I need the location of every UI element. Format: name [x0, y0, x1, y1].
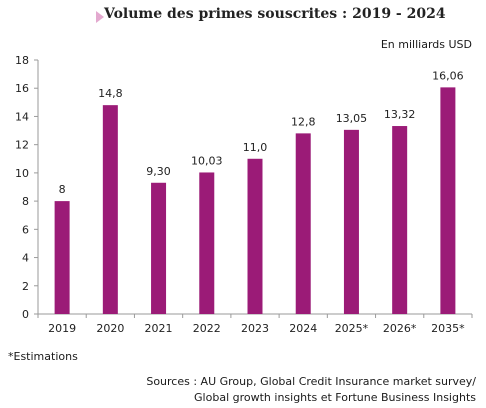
- y-tick-label: 4: [22, 252, 29, 265]
- x-tick-label: 2035*: [431, 322, 465, 335]
- data-label: 12,8: [291, 115, 316, 128]
- sources-line-2: Global growth insights et Fortune Busine…: [194, 391, 476, 404]
- y-tick-label: 0: [22, 308, 29, 321]
- y-tick-label: 10: [15, 167, 29, 180]
- bar: [54, 201, 70, 314]
- bar: [247, 158, 263, 314]
- y-tick-label: 14: [15, 110, 29, 123]
- sources-block: Sources : AU Group, Global Credit Insura…: [146, 374, 476, 406]
- unit-label: En milliards USD: [380, 38, 472, 51]
- data-label: 13,32: [384, 108, 416, 121]
- data-label: 10,03: [191, 154, 223, 167]
- data-label: 8: [59, 183, 66, 196]
- x-tick-label: 2026*: [383, 322, 417, 335]
- data-label: 11,0: [243, 141, 268, 154]
- bar: [102, 105, 118, 315]
- y-tick-label: 18: [15, 54, 29, 67]
- y-tick-label: 8: [22, 195, 29, 208]
- x-tick-label: 2021: [145, 322, 173, 335]
- bar-chart: 0 2 4 6 8 10 12 14 16 18 8 2019 14,8 2020 9,30 2021 10,0…: [15, 54, 473, 335]
- bar: [199, 172, 215, 314]
- data-label: 9,30: [146, 165, 171, 178]
- y-tick-label: 12: [15, 139, 29, 152]
- x-tick-label: 2024: [289, 322, 317, 335]
- bar: [295, 133, 311, 314]
- bar: [343, 129, 359, 314]
- title-marker-icon: [96, 11, 104, 23]
- y-tick-label: 6: [22, 223, 29, 236]
- x-tick-label: 2020: [96, 322, 124, 335]
- x-tick-label: 2022: [193, 322, 221, 335]
- y-tick-label: 16: [15, 82, 29, 95]
- data-label: 14,8: [98, 87, 123, 100]
- x-tick-label: 2025*: [335, 322, 369, 335]
- bar: [151, 182, 167, 314]
- bar: [440, 87, 456, 315]
- data-label: 13,05: [336, 112, 368, 125]
- x-tick-label: 2023: [241, 322, 269, 335]
- bar: [392, 126, 408, 314]
- chart-title: Volume des primes souscrites : 2019 - 20…: [104, 6, 446, 22]
- sources-line-1: Sources : AU Group, Global Credit Insura…: [146, 375, 476, 388]
- data-label: 16,06: [432, 69, 464, 82]
- estimations-note: *Estimations: [8, 350, 78, 363]
- y-tick-label: 2: [22, 280, 29, 293]
- x-tick-label: 2019: [48, 322, 76, 335]
